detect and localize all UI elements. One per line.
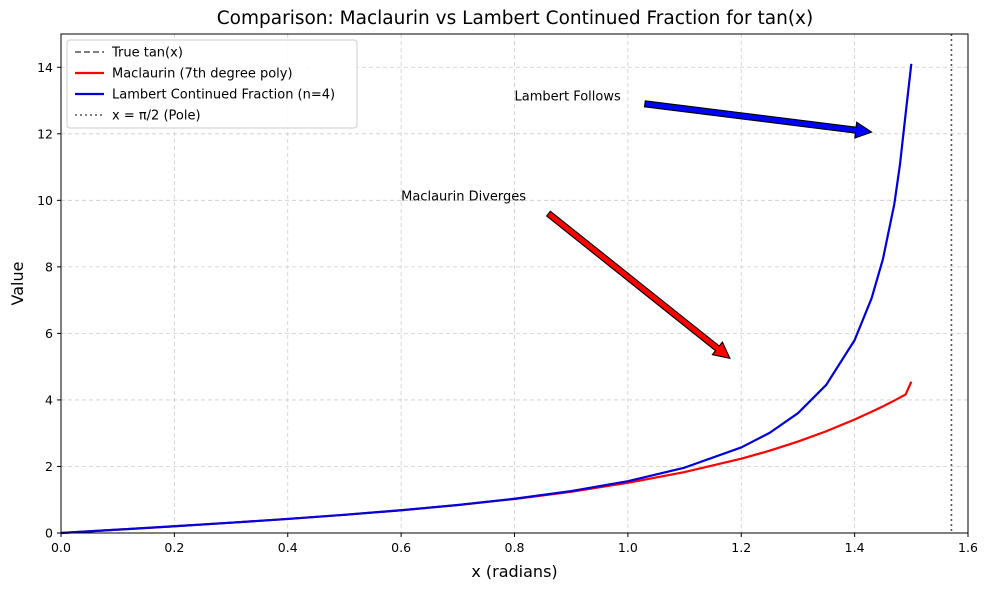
x-tick-label-7: 1.4 [845, 540, 865, 555]
x-tick-label-1: 0.2 [164, 540, 184, 555]
y-tick-label-7: 14 [37, 60, 53, 75]
y-tick-label-4: 8 [45, 259, 53, 274]
legend: True tan(x) Maclaurin (7th degree poly) La… [66, 39, 358, 129]
x-tick-label-3: 0.6 [391, 540, 411, 555]
y-tick-label-3: 6 [45, 326, 53, 341]
legend-label-3: x = π/2 (Pole) [112, 109, 201, 124]
legend-box [66, 39, 358, 129]
annotation-layer: Lambert Follows Maclaurin Diverges [401, 90, 873, 360]
series-layer [60, 34, 953, 535]
chart-title: Comparison: Maclaurin vs Lambert Continu… [217, 8, 813, 29]
tick-layer: 0.0 0.2 0.4 0.6 0.8 1.0 1.2 1.4 1.6 0 2 4 6 8 10 12 14 [37, 60, 978, 555]
y-axis-title: Value [8, 262, 27, 306]
series-line-2 [60, 63, 913, 535]
x-tick-label-6: 1.2 [731, 540, 751, 555]
x-tick-label-5: 1.0 [618, 540, 638, 555]
y-tick-label-2: 4 [45, 392, 53, 407]
annotation-arrow-0 [643, 100, 873, 139]
x-tick-label-0: 0.0 [51, 540, 71, 555]
x-axis-title: x (radians) [471, 562, 557, 581]
y-tick-label-0: 0 [45, 526, 53, 541]
y-tick-label-5: 10 [37, 193, 53, 208]
annotation-text-0: Lambert Follows [515, 90, 621, 105]
legend-label-0: True tan(x) [111, 46, 183, 61]
legend-label-1: Maclaurin (7th degree poly) [112, 67, 293, 82]
y-tick-label-1: 2 [45, 459, 53, 474]
annotation-text-1: Maclaurin Diverges [401, 189, 526, 204]
x-tick-label-4: 0.8 [505, 540, 525, 555]
annotation-arrow-1 [545, 210, 731, 360]
x-tick-label-2: 0.4 [278, 540, 298, 555]
y-tick-label-6: 12 [37, 126, 53, 141]
legend-label-2: Lambert Continued Fraction (n=4) [112, 88, 335, 103]
x-tick-label-8: 1.6 [958, 540, 978, 555]
